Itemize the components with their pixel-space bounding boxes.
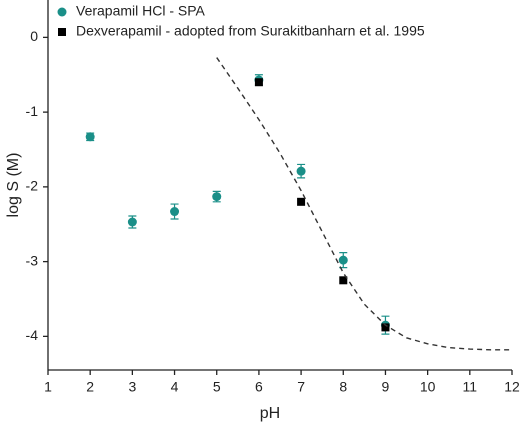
- x-tick-label: 6: [255, 379, 263, 395]
- x-tick-label: 8: [339, 379, 347, 395]
- y-axis-label: log S (M): [5, 153, 22, 218]
- y-tick-label: -2: [26, 178, 39, 194]
- legend-marker: [58, 28, 66, 36]
- x-tick-label: 3: [128, 379, 136, 395]
- point: [212, 192, 222, 202]
- x-tick-label: 2: [86, 379, 94, 395]
- x-tick-label: 10: [420, 379, 436, 395]
- x-tick-label: 1: [44, 379, 52, 395]
- x-tick-label: 5: [213, 379, 221, 395]
- legend-label: Dexverapamil - adopted from Surakitbanha…: [76, 23, 425, 39]
- fit-curve: [216, 57, 512, 351]
- x-tick-label: 9: [382, 379, 390, 395]
- point: [170, 207, 180, 217]
- x-tick-label: 7: [297, 379, 305, 395]
- point: [296, 166, 306, 176]
- y-tick-label: -4: [26, 327, 39, 343]
- y-tick-label: -1: [26, 103, 39, 119]
- legend-marker: [57, 7, 67, 17]
- point: [85, 132, 95, 142]
- point: [297, 197, 306, 206]
- point: [127, 217, 137, 227]
- y-tick-label: 0: [30, 28, 38, 44]
- point: [338, 255, 348, 265]
- y-tick-label: -3: [26, 252, 39, 268]
- legend-label: Verapamil HCl - SPA: [76, 3, 206, 19]
- x-axis-label: pH: [260, 405, 280, 422]
- x-tick-label: 12: [504, 379, 520, 395]
- point: [381, 323, 390, 332]
- x-tick-label: 11: [463, 379, 478, 395]
- point: [254, 78, 263, 87]
- point: [339, 276, 348, 285]
- x-tick-label: 4: [171, 379, 179, 395]
